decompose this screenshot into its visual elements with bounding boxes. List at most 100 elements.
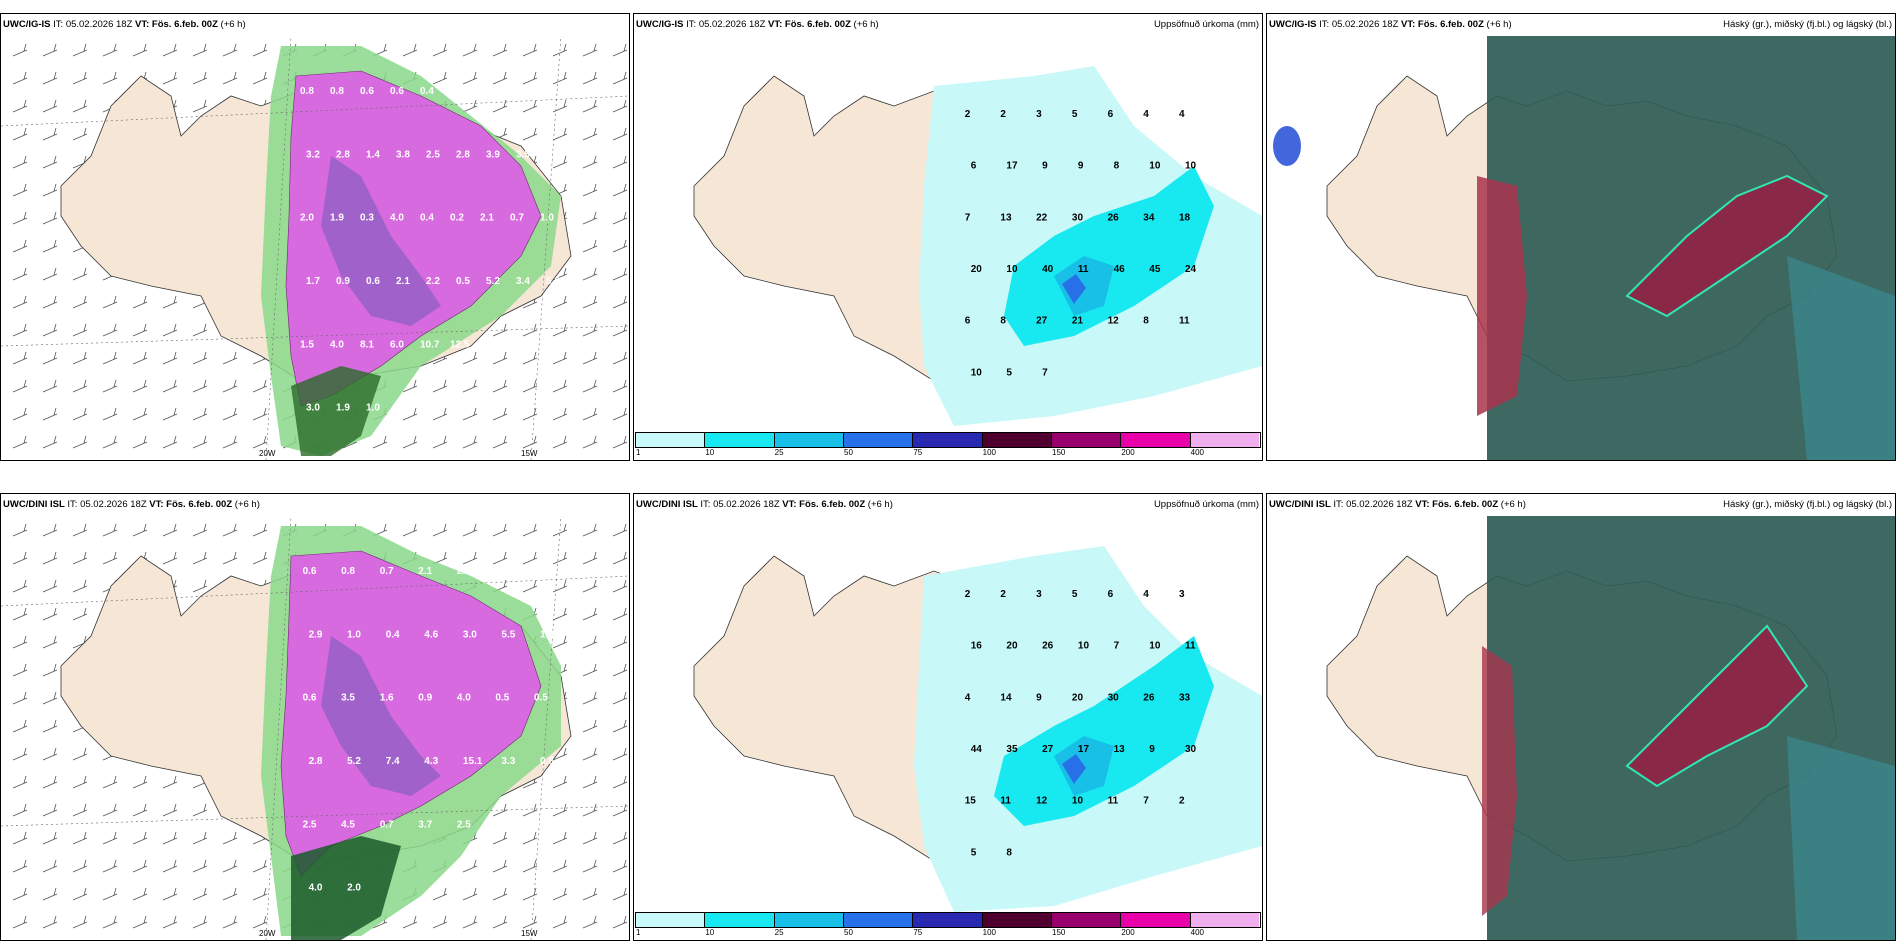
wind-barb bbox=[162, 435, 178, 449]
wind-barb bbox=[72, 579, 88, 593]
wind-barb bbox=[162, 915, 178, 929]
precip-label: 15 bbox=[965, 796, 977, 807]
pressure-label: 0.6 bbox=[360, 86, 374, 97]
wind-barb bbox=[162, 407, 178, 421]
vt-value: Fös. 6.feb. 00Z bbox=[166, 499, 233, 510]
wind-barb bbox=[612, 99, 628, 113]
wind-barb bbox=[582, 915, 598, 929]
precip-label: 33 bbox=[1179, 692, 1191, 703]
wind-barb bbox=[612, 607, 628, 621]
wind-barb bbox=[12, 579, 28, 593]
colorbar-tick: 25 bbox=[774, 928, 784, 937]
precip-label: 2 bbox=[965, 589, 971, 600]
precip-label: 2 bbox=[965, 109, 971, 120]
panel-wind-igis: UWC/IG-IS IT: 05.02.2026 18Z VT: Fös. 6.… bbox=[0, 13, 630, 461]
pressure-label: 1.7 bbox=[306, 276, 320, 287]
wind-barb bbox=[582, 267, 598, 281]
wind-barb bbox=[192, 435, 208, 449]
precip-core bbox=[1062, 274, 1086, 304]
wind-barb bbox=[582, 859, 598, 873]
panel-precip-igis: UWC/IG-IS IT: 05.02.2026 18Z VT: Fös. 6.… bbox=[633, 13, 1263, 461]
lead-time: (+6 h) bbox=[1486, 19, 1512, 30]
wind-barb bbox=[192, 579, 208, 593]
colorbar-swatch bbox=[912, 432, 982, 448]
colorbar-tick: 75 bbox=[913, 928, 923, 937]
pressure-label: 0.9 bbox=[336, 276, 350, 287]
wind-barb bbox=[252, 915, 268, 929]
pressure-label: 3.5 bbox=[341, 693, 355, 704]
wind-barb bbox=[522, 803, 538, 817]
dark-green-south bbox=[291, 366, 381, 456]
pressure-label: 4.3 bbox=[424, 756, 438, 767]
panel-precip-dini: UWC/DINI ISL IT: 05.02.2026 18Z VT: Fös.… bbox=[633, 493, 1263, 941]
precip-label: 10 bbox=[1006, 264, 1018, 275]
wind-barb bbox=[102, 435, 118, 449]
wind-barb bbox=[612, 435, 628, 449]
wind-barb bbox=[552, 579, 568, 593]
wind-barb bbox=[72, 747, 88, 761]
precip-label: 13 bbox=[1000, 212, 1012, 223]
wind-barb bbox=[12, 691, 28, 705]
violet-core bbox=[321, 156, 441, 326]
wind-barb bbox=[72, 127, 88, 141]
wind-barb bbox=[402, 915, 418, 929]
wind-barb bbox=[492, 551, 508, 565]
wind-barb bbox=[102, 323, 118, 337]
colorbar-swatch bbox=[843, 912, 913, 928]
wind-barb bbox=[42, 183, 58, 197]
wind-barb bbox=[222, 71, 238, 85]
wind-barb bbox=[102, 43, 118, 57]
it-label: IT: bbox=[1319, 19, 1330, 30]
wind-barb bbox=[462, 523, 478, 537]
wind-barb bbox=[192, 831, 208, 845]
wind-barb bbox=[42, 663, 58, 677]
precip-label: 26 bbox=[1143, 692, 1155, 703]
wind-barb bbox=[492, 351, 508, 365]
pressure-label: 3.8 bbox=[396, 149, 410, 160]
it-label: IT: bbox=[700, 499, 711, 510]
wind-barb bbox=[612, 775, 628, 789]
wind-barb bbox=[72, 831, 88, 845]
grid-lines bbox=[1, 516, 629, 940]
pressure-label: 5.0 bbox=[546, 276, 560, 287]
colorbar: 1 10 25 50 75 100 150 200 400 bbox=[635, 432, 1261, 458]
wind-barb bbox=[72, 295, 88, 309]
wind-barb bbox=[192, 323, 208, 337]
vt-label: VT: bbox=[149, 499, 164, 510]
pressure-label: 15.1 bbox=[463, 756, 483, 767]
precip-label: 10 bbox=[1072, 796, 1084, 807]
wind-barb bbox=[162, 887, 178, 901]
wind-barb bbox=[582, 127, 598, 141]
wind-barb bbox=[492, 887, 508, 901]
wind-barb bbox=[42, 71, 58, 85]
precip-label: 3 bbox=[1036, 109, 1042, 120]
precip-label: 44 bbox=[971, 744, 983, 755]
wind-barb bbox=[12, 435, 28, 449]
precip-label: 34 bbox=[1143, 212, 1155, 223]
wind-barb bbox=[192, 551, 208, 565]
panel-cloud-igis: UWC/IG-IS IT: 05.02.2026 18Z VT: Fös. 6.… bbox=[1266, 13, 1896, 461]
pressure-label: 2.2 bbox=[546, 403, 560, 414]
wind-barb bbox=[132, 435, 148, 449]
wind-barb bbox=[612, 831, 628, 845]
precip-mid bbox=[1004, 166, 1214, 346]
pressure-label: 0.9 bbox=[418, 693, 432, 704]
wind-barb bbox=[42, 803, 58, 817]
wind-barb bbox=[192, 803, 208, 817]
colorbar-tick: 100 bbox=[982, 928, 997, 937]
pressure-label: 0.8 bbox=[480, 339, 494, 350]
wind-barb bbox=[552, 267, 568, 281]
purple-field bbox=[280, 550, 542, 877]
pressure-label: 0.7 bbox=[380, 819, 394, 830]
precip-label: 6 bbox=[1108, 109, 1114, 120]
pressure-label: 3.5 bbox=[516, 149, 530, 160]
vt-label: VT: bbox=[782, 499, 797, 510]
wind-barb bbox=[252, 523, 268, 537]
panel-header: UWC/DINI ISL IT: 05.02.2026 18Z VT: Fös.… bbox=[1267, 494, 1895, 516]
pressure-label: 3.4 bbox=[516, 276, 530, 287]
colorbar-tick: 10 bbox=[705, 448, 715, 457]
cloud-red-center bbox=[1625, 174, 1829, 318]
wind-barb bbox=[432, 523, 448, 537]
colorbar-tick: 10 bbox=[705, 928, 715, 937]
